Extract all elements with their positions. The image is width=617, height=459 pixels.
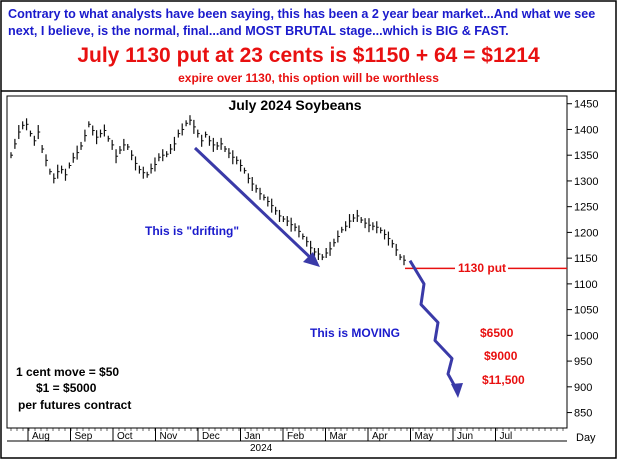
y-axis-tick-label: 1200	[574, 227, 598, 239]
y-axis-tick-label: 1300	[574, 176, 598, 188]
x-axis-month-label: Nov	[160, 431, 178, 442]
y-axis-tick-label: 1150	[574, 253, 598, 265]
drifting-arrowhead	[303, 252, 320, 267]
contract-note: 1 cent move = $50	[16, 365, 119, 379]
x-axis-month-label: Jul	[500, 431, 513, 442]
y-axis-tick-label: 850	[574, 408, 592, 420]
y-axis-tick-label: 950	[574, 356, 592, 368]
header-commentary: Contrary to what analysts have been sayi…	[8, 7, 596, 38]
y-axis-tick-label: 1450	[574, 99, 598, 111]
moving-arrow-line	[408, 259, 460, 393]
drifting-label: This is "drifting"	[145, 224, 239, 238]
x-axis-month-label: Feb	[287, 431, 305, 442]
x-axis-month-label: Mar	[330, 431, 348, 442]
y-axis-tick-label: 1000	[574, 330, 598, 342]
y-axis-tick-label: 1100	[574, 279, 598, 291]
x-axis-month-label: Oct	[117, 431, 133, 442]
drifting-arrow-line	[193, 146, 317, 264]
y-axis-tick-label: 1350	[574, 150, 598, 162]
plot-layer: 850 900 950 1000 1050 1100 1150 1200 1250 1300 135…	[7, 99, 598, 442]
moving-arrowhead	[451, 382, 463, 398]
target-label: $11,500	[482, 373, 525, 387]
y-axis-tick-label: 1250	[574, 202, 598, 214]
chart-title: July 2024 Soybeans	[228, 97, 361, 113]
y-axis-tick-label: 1050	[574, 305, 598, 317]
contract-note: per futures contract	[18, 398, 131, 412]
put-level-label: 1130 put	[458, 261, 506, 275]
y-axis-tick-label: 900	[574, 382, 592, 394]
moving-label: This is MOVING	[310, 326, 400, 340]
y-axis-tick-label: 1400	[574, 124, 598, 136]
x-axis-month-label: May	[415, 431, 434, 442]
contract-note: $1 = $5000	[36, 381, 97, 395]
x-axis-month-label: Sep	[75, 431, 93, 442]
year-label: 2024	[250, 443, 273, 454]
target-label: $6500	[480, 326, 514, 340]
target-label: $9000	[484, 349, 518, 363]
header-put-price: July 1130 put at 23 cents is $1150 + 64 …	[77, 44, 540, 67]
x-axis-month-label: Jan	[245, 431, 261, 442]
x-axis-month-label: Aug	[32, 431, 50, 442]
x-axis-month-label: Jun	[457, 431, 473, 442]
x-axis-day-label: Day	[576, 432, 596, 444]
x-axis-month-label: Dec	[202, 431, 220, 442]
header-expiry-note: expire over 1130, this option will be wo…	[178, 71, 439, 85]
x-axis-month-label: Apr	[372, 431, 388, 442]
